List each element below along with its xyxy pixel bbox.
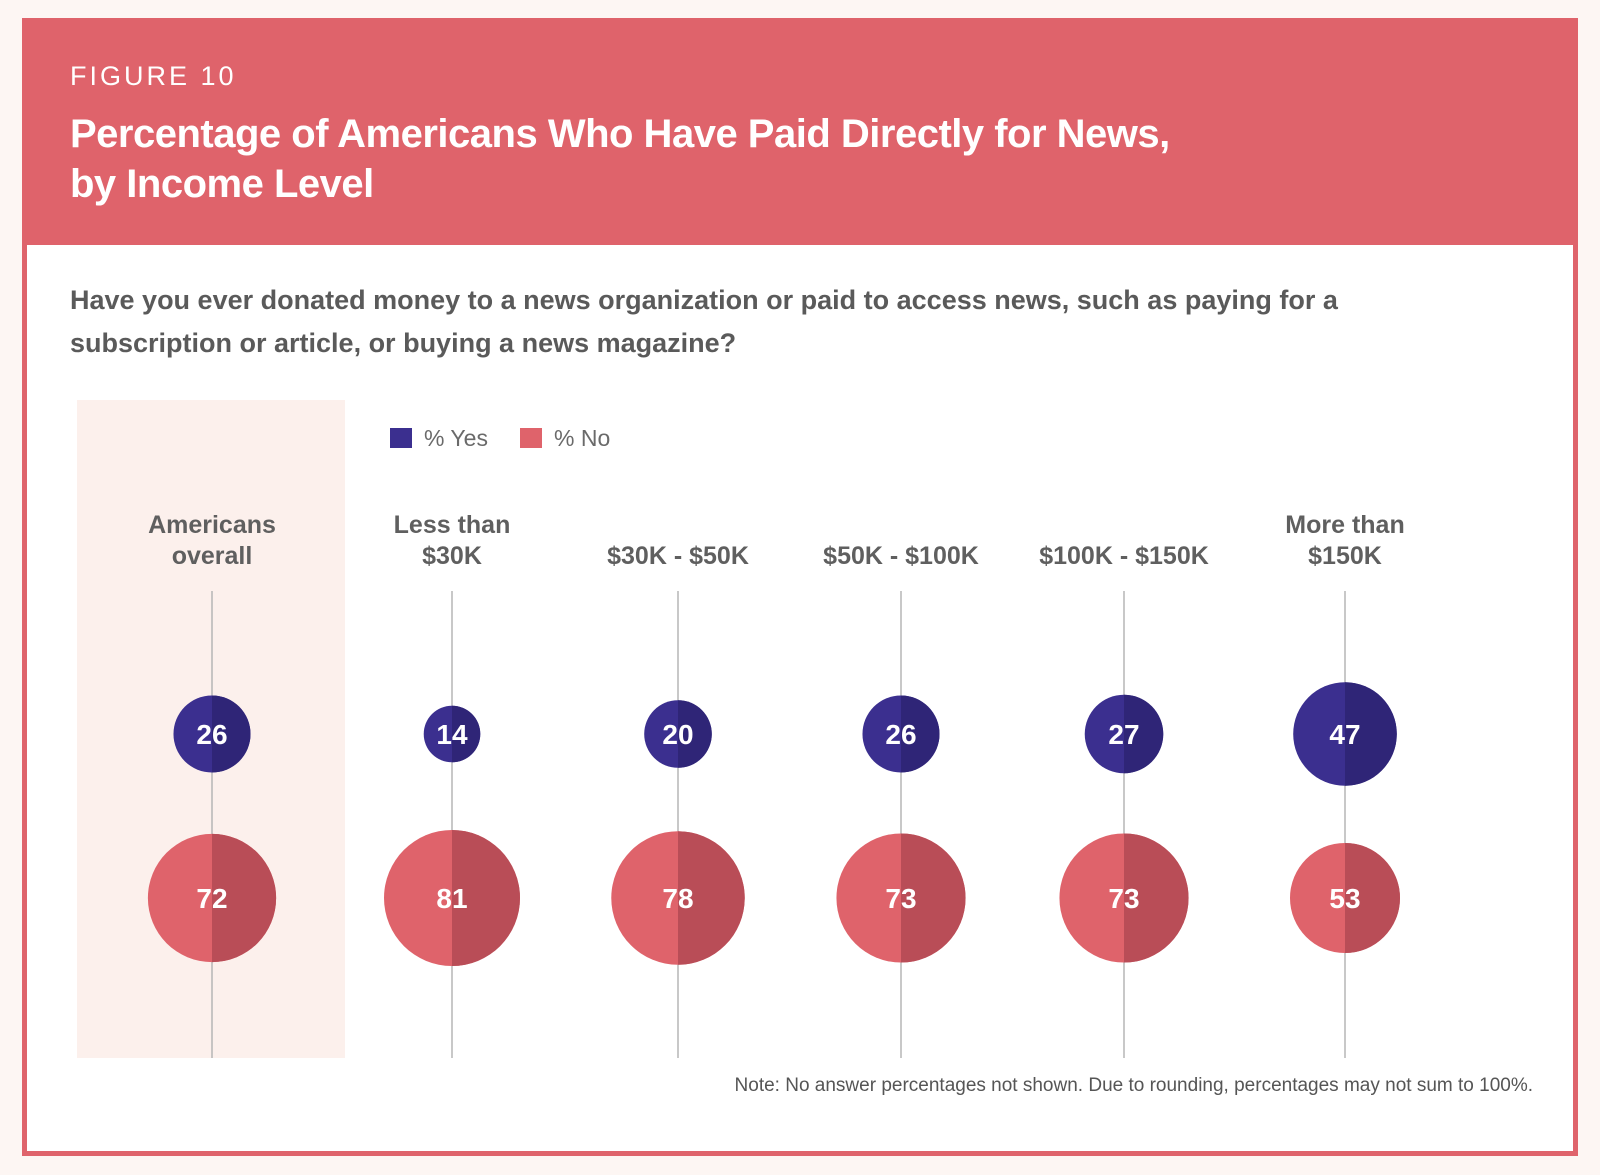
category-label: Less than $30K bbox=[393, 511, 511, 570]
yes-bubble-2-value-label: 20 bbox=[662, 719, 693, 750]
legend-item-no: % No bbox=[520, 423, 610, 453]
category-label: More than $150K bbox=[1285, 511, 1405, 570]
yes-bubble-1: 14 bbox=[423, 705, 481, 763]
yes-bubble-4: 27 bbox=[1084, 694, 1164, 774]
figure-header: FIGURE 10 Percentage of Americans Who Ha… bbox=[27, 23, 1573, 245]
figure-card: FIGURE 10 Percentage of Americans Who Ha… bbox=[22, 18, 1578, 1156]
survey-question-line-2: subscription or article, or buying a new… bbox=[70, 328, 737, 358]
no-bubble-0: 72 bbox=[147, 833, 277, 963]
category-label: $100K - $150K bbox=[1039, 542, 1209, 570]
legend-swatch-yes bbox=[390, 428, 412, 448]
no-bubble-2-value-label: 78 bbox=[662, 883, 693, 914]
no-bubble-5-value-label: 53 bbox=[1329, 883, 1360, 914]
yes-bubble-0-value-label: 26 bbox=[196, 719, 227, 750]
yes-bubble-4-shade bbox=[1124, 694, 1164, 774]
no-bubble-3-value-label: 73 bbox=[885, 883, 916, 914]
yes-bubble-0: 26 bbox=[173, 695, 251, 773]
yes-bubble-2: 20 bbox=[644, 700, 712, 768]
figure-title: Percentage of Americans Who Have Paid Di… bbox=[70, 109, 1370, 209]
no-bubble-4-value-label: 73 bbox=[1108, 883, 1139, 914]
no-bubble-1: 81 bbox=[384, 830, 520, 966]
figure-label: FIGURE 10 bbox=[70, 61, 237, 91]
yes-bubble-4-value-label: 27 bbox=[1108, 719, 1139, 750]
no-bubble-4-shade bbox=[1124, 833, 1189, 963]
category-label: $50K - $100K bbox=[823, 542, 979, 570]
legend-swatch-no bbox=[520, 428, 542, 448]
yes-bubble-1-shade bbox=[452, 705, 481, 763]
no-bubble-1-shade bbox=[452, 830, 520, 966]
survey-question: Have you ever donated money to a news or… bbox=[70, 279, 1490, 365]
legend-label-yes: % Yes bbox=[424, 424, 488, 451]
legend-item-yes: % Yes bbox=[390, 423, 488, 453]
no-bubble-1-value-label: 81 bbox=[436, 883, 467, 914]
survey-question-line-1: Have you ever donated money to a news or… bbox=[70, 285, 1338, 315]
yes-bubble-5: 47 bbox=[1293, 682, 1397, 786]
figure-title-line-2: by Income Level bbox=[70, 162, 374, 206]
no-bubble-0-value-label: 72 bbox=[196, 883, 227, 914]
no-bubble-5: 53 bbox=[1289, 842, 1401, 954]
no-bubble-2: 78 bbox=[611, 831, 745, 965]
no-bubble-3-shade bbox=[901, 833, 966, 963]
no-bubble-4: 73 bbox=[1059, 833, 1189, 963]
no-bubble-0-shade bbox=[212, 833, 277, 963]
yes-bubble-5-shade bbox=[1345, 682, 1397, 786]
yes-bubble-3: 26 bbox=[862, 695, 940, 773]
category-label: $30K - $50K bbox=[607, 542, 749, 570]
yes-bubble-2-shade bbox=[678, 700, 712, 768]
no-bubble-2-shade bbox=[678, 831, 745, 965]
bubble-chart: 72 26 81 14 78 20 73 26 73 27 53 47 bbox=[147, 591, 1401, 1058]
yes-bubble-3-value-label: 26 bbox=[885, 719, 916, 750]
no-bubble-5-shade bbox=[1345, 843, 1400, 953]
legend-label-no: % No bbox=[554, 424, 611, 451]
no-bubble-3: 73 bbox=[836, 833, 966, 963]
yes-bubble-3-shade bbox=[901, 695, 940, 773]
yes-bubble-0-shade bbox=[212, 695, 251, 773]
yes-bubble-1-value-label: 14 bbox=[436, 719, 468, 750]
footnote: Note: No answer percentages not shown. D… bbox=[734, 1075, 1533, 1096]
figure-title-line-1: Percentage of Americans Who Have Paid Di… bbox=[70, 112, 1170, 156]
category-label: Americans overall bbox=[148, 511, 276, 570]
yes-bubble-5-value-label: 47 bbox=[1329, 719, 1360, 750]
